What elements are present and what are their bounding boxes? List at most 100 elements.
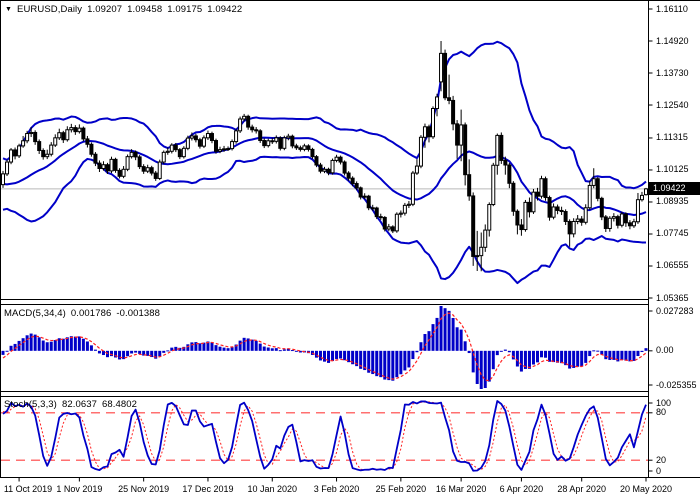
macd-bar bbox=[158, 350, 162, 357]
price-scale-label: 1.05365 bbox=[656, 292, 689, 303]
macd-scale-ticks bbox=[648, 310, 653, 386]
macd-bar bbox=[250, 339, 254, 351]
price-scale-label: 1.06555 bbox=[656, 260, 689, 271]
macd-bar bbox=[218, 346, 222, 351]
macd-bar bbox=[359, 350, 363, 369]
macd-bar bbox=[5, 350, 9, 352]
macd-bar bbox=[515, 350, 519, 367]
macd-bar bbox=[314, 350, 318, 358]
macd-bar bbox=[53, 340, 57, 351]
macd-bar bbox=[375, 350, 379, 377]
price-scale-label: 1.14920 bbox=[656, 35, 689, 46]
macd-bar bbox=[37, 337, 41, 351]
macd-bar bbox=[399, 350, 403, 375]
macd-bar bbox=[226, 348, 230, 351]
macd-bar bbox=[459, 329, 463, 351]
macd-bar bbox=[45, 342, 49, 351]
symbol-dropdown-icon[interactable]: ▼ bbox=[5, 6, 13, 13]
macd-bar bbox=[230, 347, 234, 351]
macd-bar bbox=[41, 340, 45, 351]
stoch-scale-label: 80 bbox=[656, 407, 667, 418]
macd-bar bbox=[439, 306, 443, 351]
macd-bar bbox=[644, 348, 648, 351]
stoch-scale-label: 100 bbox=[656, 397, 672, 408]
macd-scale-label: 0.00 bbox=[656, 345, 674, 356]
macd-bar bbox=[146, 350, 150, 356]
macd-bar bbox=[77, 336, 81, 351]
stoch-k-value: 82.0637 bbox=[61, 399, 97, 410]
macd-bar bbox=[511, 350, 515, 360]
macd-bar bbox=[21, 338, 25, 351]
macd-bar bbox=[636, 350, 640, 357]
ohlc-low: 1.09175 bbox=[167, 4, 203, 15]
macd-bar bbox=[266, 347, 270, 351]
macd-signal-value: -0.001388 bbox=[116, 308, 161, 319]
macd-bar bbox=[65, 337, 69, 351]
macd-bar bbox=[535, 350, 539, 363]
macd-scale-label: 0.027283 bbox=[656, 305, 694, 316]
macd-bar bbox=[572, 350, 576, 368]
macd-bar bbox=[383, 350, 387, 380]
macd-bar bbox=[214, 345, 218, 351]
macd-bar bbox=[443, 308, 447, 351]
macd-bar bbox=[475, 350, 479, 384]
main-pane bbox=[1, 40, 648, 285]
macd-bar bbox=[126, 350, 130, 357]
date-label: 20 May 2020 bbox=[619, 484, 672, 494]
macd-bar bbox=[564, 350, 568, 366]
price-scale-label: 1.08935 bbox=[656, 196, 689, 207]
current-price-badge: 1.09422 bbox=[649, 182, 700, 196]
macd-bar bbox=[519, 350, 523, 372]
macd-bar bbox=[531, 350, 535, 365]
macd-bar bbox=[423, 334, 427, 351]
symbol-period-label: EURUSD,Daily bbox=[17, 4, 83, 15]
macd-bar bbox=[331, 350, 335, 362]
macd-bar bbox=[479, 350, 483, 389]
macd-bar bbox=[118, 350, 122, 360]
macd-pane-header: MACD(5,34,4) 0.001786 -0.001388 bbox=[4, 308, 160, 319]
macd-bar bbox=[347, 350, 351, 363]
macd-bar bbox=[407, 350, 411, 368]
date-label: 10 Jan 2020 bbox=[247, 484, 298, 494]
price-scale-label: 1.11315 bbox=[656, 132, 688, 143]
macd-bar bbox=[580, 350, 584, 367]
macd-bar bbox=[576, 350, 580, 367]
macd-scale-label: -0.025355 bbox=[656, 379, 697, 390]
macd-bar bbox=[101, 350, 105, 356]
macd-bar bbox=[503, 349, 507, 351]
date-label: 28 Apr 2020 bbox=[557, 484, 606, 494]
macd-bar bbox=[483, 350, 487, 389]
macd-bar bbox=[93, 349, 97, 351]
stoch-pane-header: Stoch(5,3,3) 82.0637 68.4802 bbox=[4, 399, 137, 410]
date-label: 16 Mar 2020 bbox=[435, 484, 487, 494]
macd-bar bbox=[174, 346, 178, 351]
macd-bar bbox=[81, 338, 85, 351]
macd-bar bbox=[166, 350, 170, 352]
macd-bar bbox=[286, 348, 290, 351]
bollinger-middle-band bbox=[2, 136, 647, 217]
macd-bar bbox=[552, 350, 556, 363]
macd-bar bbox=[632, 350, 636, 361]
macd-bar bbox=[411, 350, 415, 360]
macd-bar bbox=[584, 350, 588, 363]
stoch-d-value: 68.4802 bbox=[102, 399, 138, 410]
date-label: 17 Dec 2019 bbox=[182, 484, 234, 494]
price-scale-label: 1.12540 bbox=[656, 99, 689, 110]
macd-bar bbox=[202, 342, 206, 351]
macd-bar bbox=[455, 327, 459, 351]
macd-bar bbox=[415, 350, 419, 353]
macd-bar bbox=[640, 350, 644, 353]
date-label: 25 Nov 2019 bbox=[118, 484, 170, 494]
ohlc-high: 1.09458 bbox=[127, 4, 163, 15]
macd-bar bbox=[222, 347, 226, 351]
macd-bar bbox=[435, 317, 439, 351]
bollinger-upper-band bbox=[2, 40, 647, 190]
macd-bar bbox=[628, 350, 632, 362]
macd-bar bbox=[122, 350, 126, 360]
macd-bar bbox=[210, 342, 214, 351]
macd-bar bbox=[544, 350, 548, 358]
macd-bar bbox=[592, 350, 596, 352]
macd-bar bbox=[114, 350, 118, 358]
macd-bar bbox=[596, 350, 600, 352]
